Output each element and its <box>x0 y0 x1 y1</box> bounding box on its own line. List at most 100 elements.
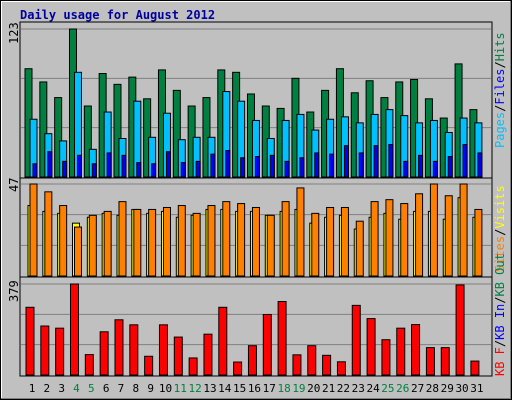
bar-pages-day-8 <box>136 162 142 178</box>
bar-kbytes-day-5 <box>84 354 94 376</box>
bar-pages-day-19 <box>299 157 305 178</box>
ymax-label-panel-3: 379 <box>7 280 21 302</box>
bar-sites-day-20 <box>311 212 320 277</box>
bar-sites-day-26 <box>400 203 409 277</box>
x-tick-label-day-17: 17 <box>263 382 276 395</box>
legend-kb-f: KB F <box>493 347 507 376</box>
x-tick-label-day-24: 24 <box>366 382 380 395</box>
bar-sites-day-6 <box>103 210 112 277</box>
bar-kbytes-day-29 <box>440 347 450 376</box>
bar-kbytes-day-2 <box>40 325 50 376</box>
bar-kbytes-day-6 <box>99 331 109 376</box>
x-tick-label-day-18: 18 <box>277 382 290 395</box>
bar-sites-day-14 <box>222 201 231 277</box>
bar-sites-day-2 <box>44 191 53 277</box>
bar-sites-day-8 <box>133 208 142 277</box>
bar-sites-day-23 <box>355 220 364 277</box>
x-tick-label-day-15: 15 <box>233 382 246 395</box>
x-tick-label-day-23: 23 <box>352 382 365 395</box>
legend-hits: Hits <box>493 32 507 61</box>
bar-sites-day-24 <box>370 201 379 277</box>
x-tick-label-day-12: 12 <box>189 382 202 395</box>
bar-sites-day-13 <box>207 205 216 277</box>
bar-pages-day-28 <box>432 160 438 178</box>
bar-kbytes-day-9 <box>144 355 154 376</box>
bar-kbytes-day-28 <box>425 347 435 376</box>
bar-kbytes-day-16 <box>247 345 257 376</box>
bar-kbytes-day-17 <box>262 313 272 376</box>
bar-pages-day-4 <box>76 154 82 178</box>
bar-pages-day-9 <box>151 163 157 178</box>
bar-sites-day-15 <box>237 203 246 277</box>
x-tick-label-day-28: 28 <box>426 382 439 395</box>
bars-hits-files-pages <box>24 28 483 178</box>
bar-pages-day-25 <box>388 144 394 178</box>
bar-pages-day-13 <box>210 153 216 178</box>
x-tick-label-day-10: 10 <box>159 382 172 395</box>
bar-sites-day-1 <box>29 183 38 277</box>
ymax-label-panel-2: 47 <box>7 178 21 192</box>
x-tick-label-day-13: 13 <box>203 382 216 395</box>
x-tick-label-day-22: 22 <box>337 382 350 395</box>
x-tick-label-day-21: 21 <box>322 382 335 395</box>
legend-visits: Visits <box>493 185 507 228</box>
bar-pages-day-23 <box>358 152 364 178</box>
x-tick-label-day-30: 30 <box>455 382 468 395</box>
bar-sites-day-3 <box>59 205 68 277</box>
bar-hits-day-7 <box>113 83 122 178</box>
x-tick-label-day-3: 3 <box>58 382 65 395</box>
bar-pages-day-24 <box>373 145 379 178</box>
x-tick-label-day-4: 4 <box>73 382 80 395</box>
bar-sites-day-9 <box>148 208 157 277</box>
bar-pages-day-27 <box>418 154 424 178</box>
x-tick-label-day-20: 20 <box>307 382 320 395</box>
bar-kbytes-day-10 <box>158 324 168 376</box>
bar-pages-day-1 <box>32 163 38 178</box>
x-tick-label-day-27: 27 <box>411 382 424 395</box>
bar-pages-day-5 <box>91 163 97 178</box>
bar-pages-day-12 <box>195 160 201 178</box>
bar-pages-day-31 <box>477 152 483 178</box>
bar-pages-day-15 <box>240 157 246 178</box>
bar-sites-day-30 <box>459 183 468 277</box>
bar-kbytes-day-20 <box>307 345 317 376</box>
x-tick-label-day-14: 14 <box>218 382 232 395</box>
bar-pages-day-21 <box>329 153 335 178</box>
bar-kbytes-day-1 <box>25 306 35 376</box>
bar-kbytes-day-3 <box>55 327 65 376</box>
bar-kbytes-day-23 <box>351 304 361 376</box>
legend-pages: Pages <box>493 112 507 148</box>
bar-sites-day-28 <box>429 183 438 277</box>
bar-kbytes-day-18 <box>277 301 287 376</box>
bar-sites-day-27 <box>415 193 424 277</box>
bar-pages-day-16 <box>254 156 260 178</box>
legend-sep-1: / <box>493 105 507 112</box>
x-tick-label-day-8: 8 <box>132 382 139 395</box>
legend-kb-in: KB In <box>493 304 507 340</box>
bar-pages-day-29 <box>447 156 453 178</box>
bar-sites-day-25 <box>385 199 394 277</box>
bar-hits-day-5 <box>83 105 92 178</box>
bar-sites-day-22 <box>340 206 349 277</box>
bar-pages-day-18 <box>284 160 290 178</box>
x-tick-label-day-11: 11 <box>174 382 187 395</box>
bar-pages-day-17 <box>269 154 275 178</box>
x-tick-label-day-5: 5 <box>88 382 95 395</box>
bars-kbytes <box>25 283 480 376</box>
bar-sites-day-10 <box>162 206 171 277</box>
bar-hits-day-11 <box>172 89 181 178</box>
bar-kbytes-day-21 <box>322 354 332 376</box>
bar-kbytes-day-31 <box>470 360 480 376</box>
x-tick-label-day-7: 7 <box>118 382 125 395</box>
bar-pages-day-22 <box>343 145 349 178</box>
x-tick-label-day-16: 16 <box>248 382 261 395</box>
x-axis-day-labels: 1 2 3 4 5 6 7 8 9 10 11 12 13 14 15 16 17 18 19 20 21 22 23 24 2… <box>29 382 484 395</box>
x-tick-label-day-31: 31 <box>470 382 483 395</box>
bar-sites-day-11 <box>177 205 186 277</box>
bar-kbytes-day-24 <box>366 318 376 376</box>
chart-title: Daily usage for August 2012 <box>20 8 215 22</box>
bar-kbytes-day-15 <box>233 361 243 376</box>
bar-pages-day-20 <box>314 152 320 178</box>
bar-sites-day-18 <box>281 201 290 277</box>
bar-kbytes-day-14 <box>218 306 228 376</box>
